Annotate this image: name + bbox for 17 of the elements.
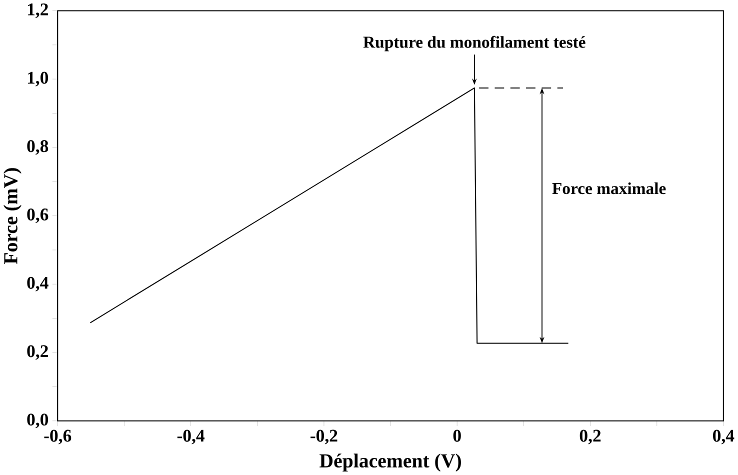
y-tick-label: 0,4 [27,276,48,292]
y-tick-label: 0,0 [27,414,48,428]
x-tick-label: -0,2 [310,430,338,444]
annotation: Rupture du monofilament testé [363,36,586,52]
y-tick-label: 0,6 [27,208,48,224]
x-tick-label: 0 [453,430,461,442]
y-tick-label: 1,2 [28,3,48,18]
y-axis-title: Force (mV) [3,168,22,264]
y-tick-label: 0,2 [27,345,48,360]
y-tick-label: 0,8 [27,140,48,155]
x-axis-title: Déplacement (V) [320,454,461,472]
x-tick-label: 0,2 [580,430,601,444]
annotation: Force maximale [552,182,666,194]
y-tick-label: 1,0 [28,72,48,86]
x-tick-label: -0,6 [44,430,72,444]
x-tick-label: -0,4 [177,430,204,444]
x-tick-label: 0,4 [713,430,734,444]
